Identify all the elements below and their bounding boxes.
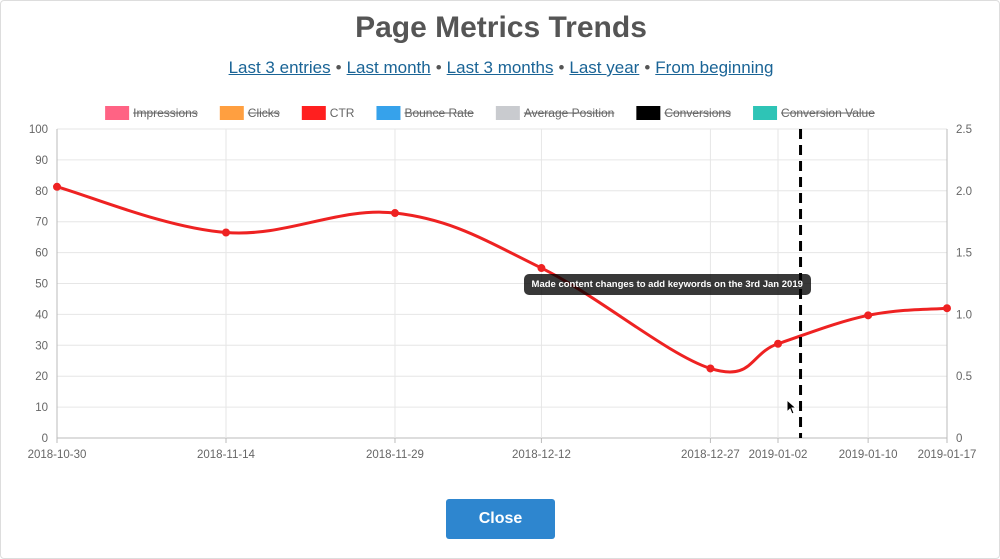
y-left-tick-label: 40 [35,309,48,321]
legend-swatch [376,106,401,120]
x-tick-label: 2018-12-27 [681,449,740,461]
y-right-tick-label: 1.0 [956,309,972,321]
legend-swatch [219,106,244,120]
y-left-tick-label: 20 [35,371,48,383]
data-point [537,264,546,273]
x-tick-label: 2018-12-12 [512,449,571,461]
x-tick-label: 2019-01-02 [749,449,808,461]
y-left-tick-label: 80 [35,186,48,198]
y-right-tick-label: 0.5 [956,371,972,383]
range-separator: • [335,58,342,77]
x-tick-label: 2018-11-14 [197,449,256,461]
series-line-ctr [56,185,948,374]
legend-swatch [105,106,130,120]
legend-swatch [495,106,520,120]
page-title: Page Metrics Trends [355,11,647,44]
y-left-tick-label: 70 [35,217,48,229]
y-right-tick-label: 2.5 [956,124,972,136]
y-left-tick-label: 90 [35,155,48,167]
y-right-tick-label: 1.5 [956,248,972,260]
data-point [774,339,783,348]
range-last-year-link[interactable]: Last year [569,58,640,77]
y-left-tick-label: 100 [29,124,48,136]
y-left-tick-label: 60 [35,248,48,260]
y-left-tick-label: 10 [35,402,48,414]
legend-item-label: CTR [330,106,355,120]
range-separator: • [435,58,442,77]
y-right-tick-label: 0 [956,433,962,445]
y-right-tick-label: 2.0 [956,186,972,198]
x-tick-label: 2018-11-29 [366,449,424,461]
x-tick-label: 2019-01-10 [839,449,898,461]
annotation-tooltip: Made content changes to add keywords on … [523,274,811,295]
legend-swatch [301,106,326,120]
y-left-tick-label: 30 [35,340,48,352]
range-separator: • [644,58,651,77]
range-separator: • [558,58,565,77]
y-left-tick-label: 0 [42,433,48,445]
range-last-3-entries-link[interactable]: Last 3 entries [228,58,331,77]
range-last-month-link[interactable]: Last month [346,58,431,77]
legend-swatch [636,106,661,120]
data-point [390,209,399,218]
close-button[interactable]: Close [446,499,555,539]
range-from-beginning-link[interactable]: From beginning [655,58,774,77]
data-point [706,364,715,373]
data-point [53,182,61,191]
data-point [221,228,230,237]
x-tick-label: 2018-10-30 [28,449,87,461]
metrics-line-chart: Impressions Clicks CTR Bounce Rate Average P… [28,106,977,461]
range-last-3-months-link[interactable]: Last 3 months [446,58,554,77]
data-point [864,311,873,320]
x-tick-label: 2019-01-17 [918,449,977,461]
mouse-cursor-icon [786,399,798,415]
y-left-tick-label: 50 [35,279,48,291]
legend-swatch [753,106,778,120]
date-range-links: Last 3 entries • Last month • Last 3 months •… [1,58,1000,78]
data-point [943,304,951,313]
